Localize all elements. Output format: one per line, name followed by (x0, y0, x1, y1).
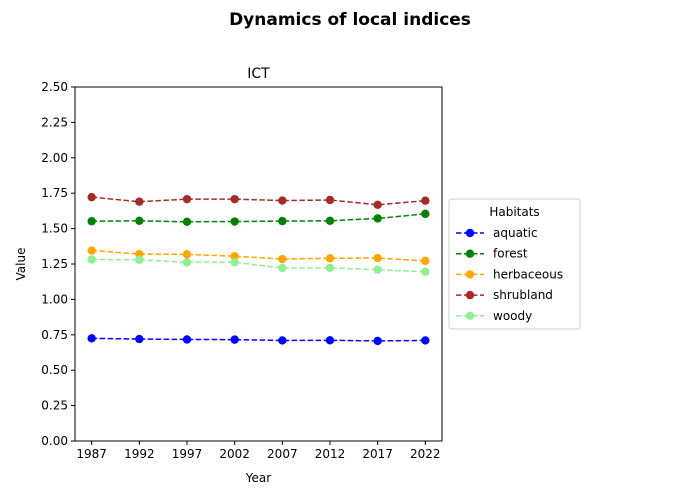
legend-marker-herbaceous (465, 270, 475, 279)
legend-label-shrubland: shrubland (493, 288, 553, 302)
y-tick-label: 1.00 (41, 292, 68, 306)
legend-marker-woody (465, 311, 475, 320)
legend-label-woody: woody (493, 309, 532, 323)
y-axis-label: Value (14, 248, 28, 281)
data-point-shrubland (182, 194, 192, 204)
figure-title: Dynamics of local indices (229, 10, 471, 30)
data-point-shrubland (278, 196, 287, 205)
data-point-shrubland (230, 194, 239, 204)
data-point-forest (421, 209, 430, 219)
x-tick-label: 1997 (172, 447, 203, 461)
data-point-herbaceous (182, 250, 192, 259)
data-point-woody (373, 265, 382, 274)
y-tick-label: 0.50 (41, 363, 68, 377)
data-point-shrubland (421, 196, 430, 205)
plot-area (75, 87, 442, 441)
y-tick-label: 1.75 (41, 186, 68, 200)
data-point-woody (421, 267, 430, 276)
legend-marker-aquatic (465, 228, 475, 238)
x-tick-label: 2007 (267, 447, 298, 461)
legend-box (448, 198, 581, 330)
x-tick-label: 1992 (124, 447, 155, 461)
data-point-woody (325, 263, 335, 273)
x-tick-label: 2012 (315, 447, 346, 461)
data-point-herbaceous (373, 253, 382, 263)
data-point-herbaceous (421, 256, 430, 266)
data-point-forest (230, 217, 239, 226)
y-tick-label: 1.50 (41, 222, 68, 236)
legend-title: Habitats (489, 205, 539, 219)
data-point-aquatic (87, 334, 96, 343)
x-tick-label: 2002 (219, 447, 250, 461)
legend-label-herbaceous: herbaceous (493, 267, 563, 281)
y-tick-label: 0.00 (41, 434, 68, 448)
legend-marker-shrubland (465, 290, 475, 300)
x-tick-label: 1987 (76, 447, 107, 461)
data-point-forest (135, 216, 144, 226)
data-point-aquatic (230, 335, 239, 344)
y-tick-label: 0.75 (41, 328, 68, 342)
data-point-forest (182, 217, 192, 227)
data-point-herbaceous (87, 246, 96, 255)
x-tick-label: 2017 (362, 447, 393, 461)
data-point-woody (230, 258, 239, 267)
data-point-forest (373, 214, 382, 223)
data-point-aquatic (182, 335, 192, 344)
legend: Habitats aquatic forest herbaceous shrublan… (448, 198, 581, 330)
chart-title: ICT (247, 66, 270, 82)
data-point-shrubland (87, 192, 96, 202)
y-tick-label: 2.25 (41, 115, 68, 129)
data-point-shrubland (373, 200, 382, 210)
legend-label-aquatic: aquatic (493, 226, 538, 240)
data-point-aquatic (421, 336, 430, 345)
y-tick-label: 2.50 (41, 80, 68, 94)
y-tick-label: 2.00 (41, 151, 68, 165)
data-point-forest (278, 216, 287, 226)
data-point-forest (87, 217, 96, 226)
legend-label-forest: forest (493, 247, 528, 261)
data-point-shrubland (135, 197, 144, 206)
data-point-woody (135, 255, 144, 264)
data-point-aquatic (325, 336, 335, 345)
data-point-woody (87, 255, 96, 264)
y-tick-label: 1.25 (41, 257, 68, 271)
data-point-aquatic (135, 334, 144, 344)
y-tick-label: 0.25 (41, 399, 68, 413)
data-point-herbaceous (230, 252, 239, 261)
data-point-shrubland (325, 195, 335, 205)
data-point-aquatic (373, 336, 382, 346)
data-point-forest (325, 216, 335, 226)
data-point-herbaceous (325, 254, 335, 263)
data-point-woody (278, 263, 287, 273)
x-tick-label: 2022 (410, 447, 441, 461)
legend-marker-forest (465, 249, 475, 258)
data-point-herbaceous (278, 254, 287, 264)
chart-marks (87, 192, 430, 346)
data-point-woody (182, 258, 192, 267)
data-point-aquatic (278, 336, 287, 345)
x-axis-label: Year (245, 471, 271, 485)
